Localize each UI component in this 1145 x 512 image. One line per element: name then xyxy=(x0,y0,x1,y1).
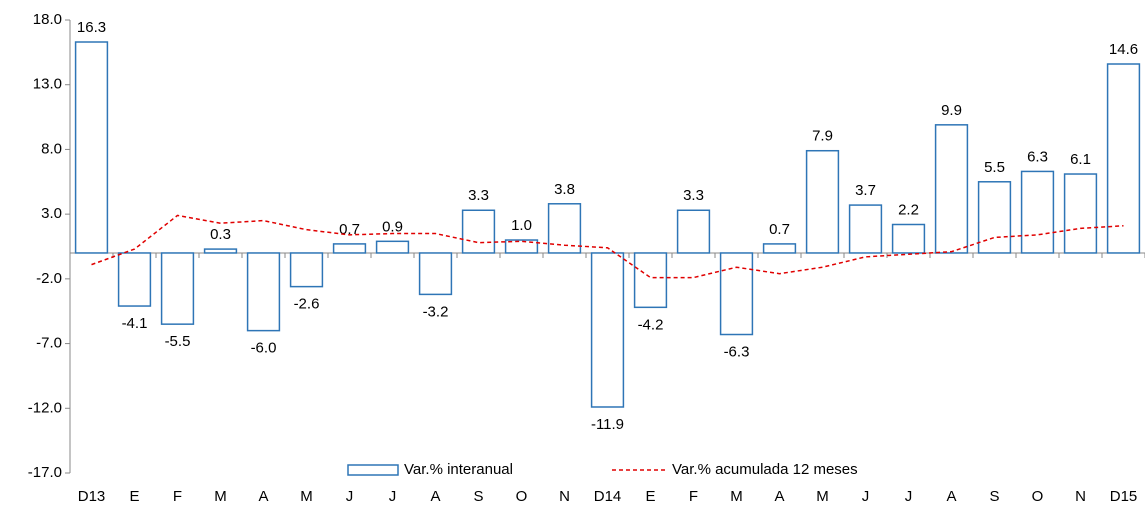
value-label: -6.0 xyxy=(251,340,277,357)
bar xyxy=(1063,173,1098,254)
bar xyxy=(977,181,1012,254)
value-label: -11.9 xyxy=(591,416,624,433)
x-tick-label: A xyxy=(258,488,268,505)
y-tick-label: -12.0 xyxy=(28,399,62,416)
x-tick-label: M xyxy=(300,488,313,505)
bar xyxy=(289,252,324,288)
x-tick-label: A xyxy=(774,488,784,505)
x-tick-label: N xyxy=(1075,488,1086,505)
value-label: -6.3 xyxy=(724,343,750,360)
x-tick-label: M xyxy=(816,488,829,505)
bar xyxy=(633,252,668,309)
bar xyxy=(332,243,367,254)
x-tick-label: N xyxy=(559,488,570,505)
x-tick-label: A xyxy=(430,488,440,505)
x-tick-label: E xyxy=(645,488,655,505)
x-tick-label: O xyxy=(516,488,528,505)
y-tick-label: 18.0 xyxy=(33,11,62,28)
x-tick-label: S xyxy=(989,488,999,505)
y-tick-label: 3.0 xyxy=(41,205,62,222)
bar xyxy=(375,240,410,254)
y-tick-label: 13.0 xyxy=(33,76,62,93)
bar xyxy=(117,252,152,307)
bar xyxy=(246,252,281,332)
x-tick-label: F xyxy=(689,488,698,505)
x-tick-label: O xyxy=(1032,488,1044,505)
value-label: 2.2 xyxy=(898,201,919,218)
bar xyxy=(848,204,883,254)
y-tick-label: -7.0 xyxy=(36,335,62,352)
x-tick-label: J xyxy=(905,488,913,505)
y-tick-label: -2.0 xyxy=(36,270,62,287)
bar xyxy=(676,209,711,254)
value-label: 0.9 xyxy=(382,218,403,235)
bar xyxy=(461,209,496,254)
line xyxy=(91,214,1124,279)
x-tick-label: E xyxy=(129,488,139,505)
value-label: 3.7 xyxy=(855,182,876,199)
value-label: -4.1 xyxy=(122,315,148,332)
legend-label: Var.% interanual xyxy=(404,461,513,478)
value-label: 14.6 xyxy=(1109,41,1138,58)
bar xyxy=(1106,63,1141,254)
legend-label: Var.% acumulada 12 meses xyxy=(672,461,858,478)
x-tick-label: J xyxy=(346,488,354,505)
x-tick-label: S xyxy=(473,488,483,505)
bar xyxy=(418,252,453,296)
x-tick-label: J xyxy=(389,488,397,505)
value-label: 7.9 xyxy=(812,128,833,145)
x-tick-label: J xyxy=(862,488,870,505)
y-tick-label: 8.0 xyxy=(41,140,62,157)
value-label: 16.3 xyxy=(77,19,106,36)
value-label: 3.3 xyxy=(683,187,704,204)
value-label: -2.6 xyxy=(294,296,320,313)
x-tick-label: D13 xyxy=(78,488,106,505)
bar xyxy=(590,252,625,408)
x-tick-label: F xyxy=(173,488,182,505)
value-label: 6.1 xyxy=(1070,151,1091,168)
x-tick-label: M xyxy=(730,488,743,505)
bar xyxy=(74,41,109,254)
x-tick-label: A xyxy=(946,488,956,505)
value-label: 3.3 xyxy=(468,187,489,204)
y-tick-label: -17.0 xyxy=(28,464,62,481)
value-label: 0.7 xyxy=(769,221,790,238)
bar xyxy=(805,149,840,254)
value-label: -3.2 xyxy=(423,303,449,320)
value-label: 9.9 xyxy=(941,102,962,119)
x-tick-label: D15 xyxy=(1110,488,1138,505)
bar xyxy=(1020,170,1055,254)
value-label: -4.2 xyxy=(638,316,664,333)
bar xyxy=(719,252,754,336)
value-label: -5.5 xyxy=(165,333,191,350)
value-label: 6.3 xyxy=(1027,148,1048,165)
value-label: 3.8 xyxy=(554,181,575,198)
bar xyxy=(160,252,195,325)
value-label: 1.0 xyxy=(511,217,532,234)
bar xyxy=(203,248,238,254)
bar xyxy=(504,239,539,254)
value-label: 5.5 xyxy=(984,159,1005,176)
bar xyxy=(891,223,926,254)
x-tick-label: D14 xyxy=(594,488,622,505)
legend-swatch xyxy=(347,464,399,476)
bar xyxy=(934,124,969,254)
x-tick-label: M xyxy=(214,488,227,505)
bar xyxy=(762,243,797,254)
value-label: 0.3 xyxy=(210,226,231,243)
